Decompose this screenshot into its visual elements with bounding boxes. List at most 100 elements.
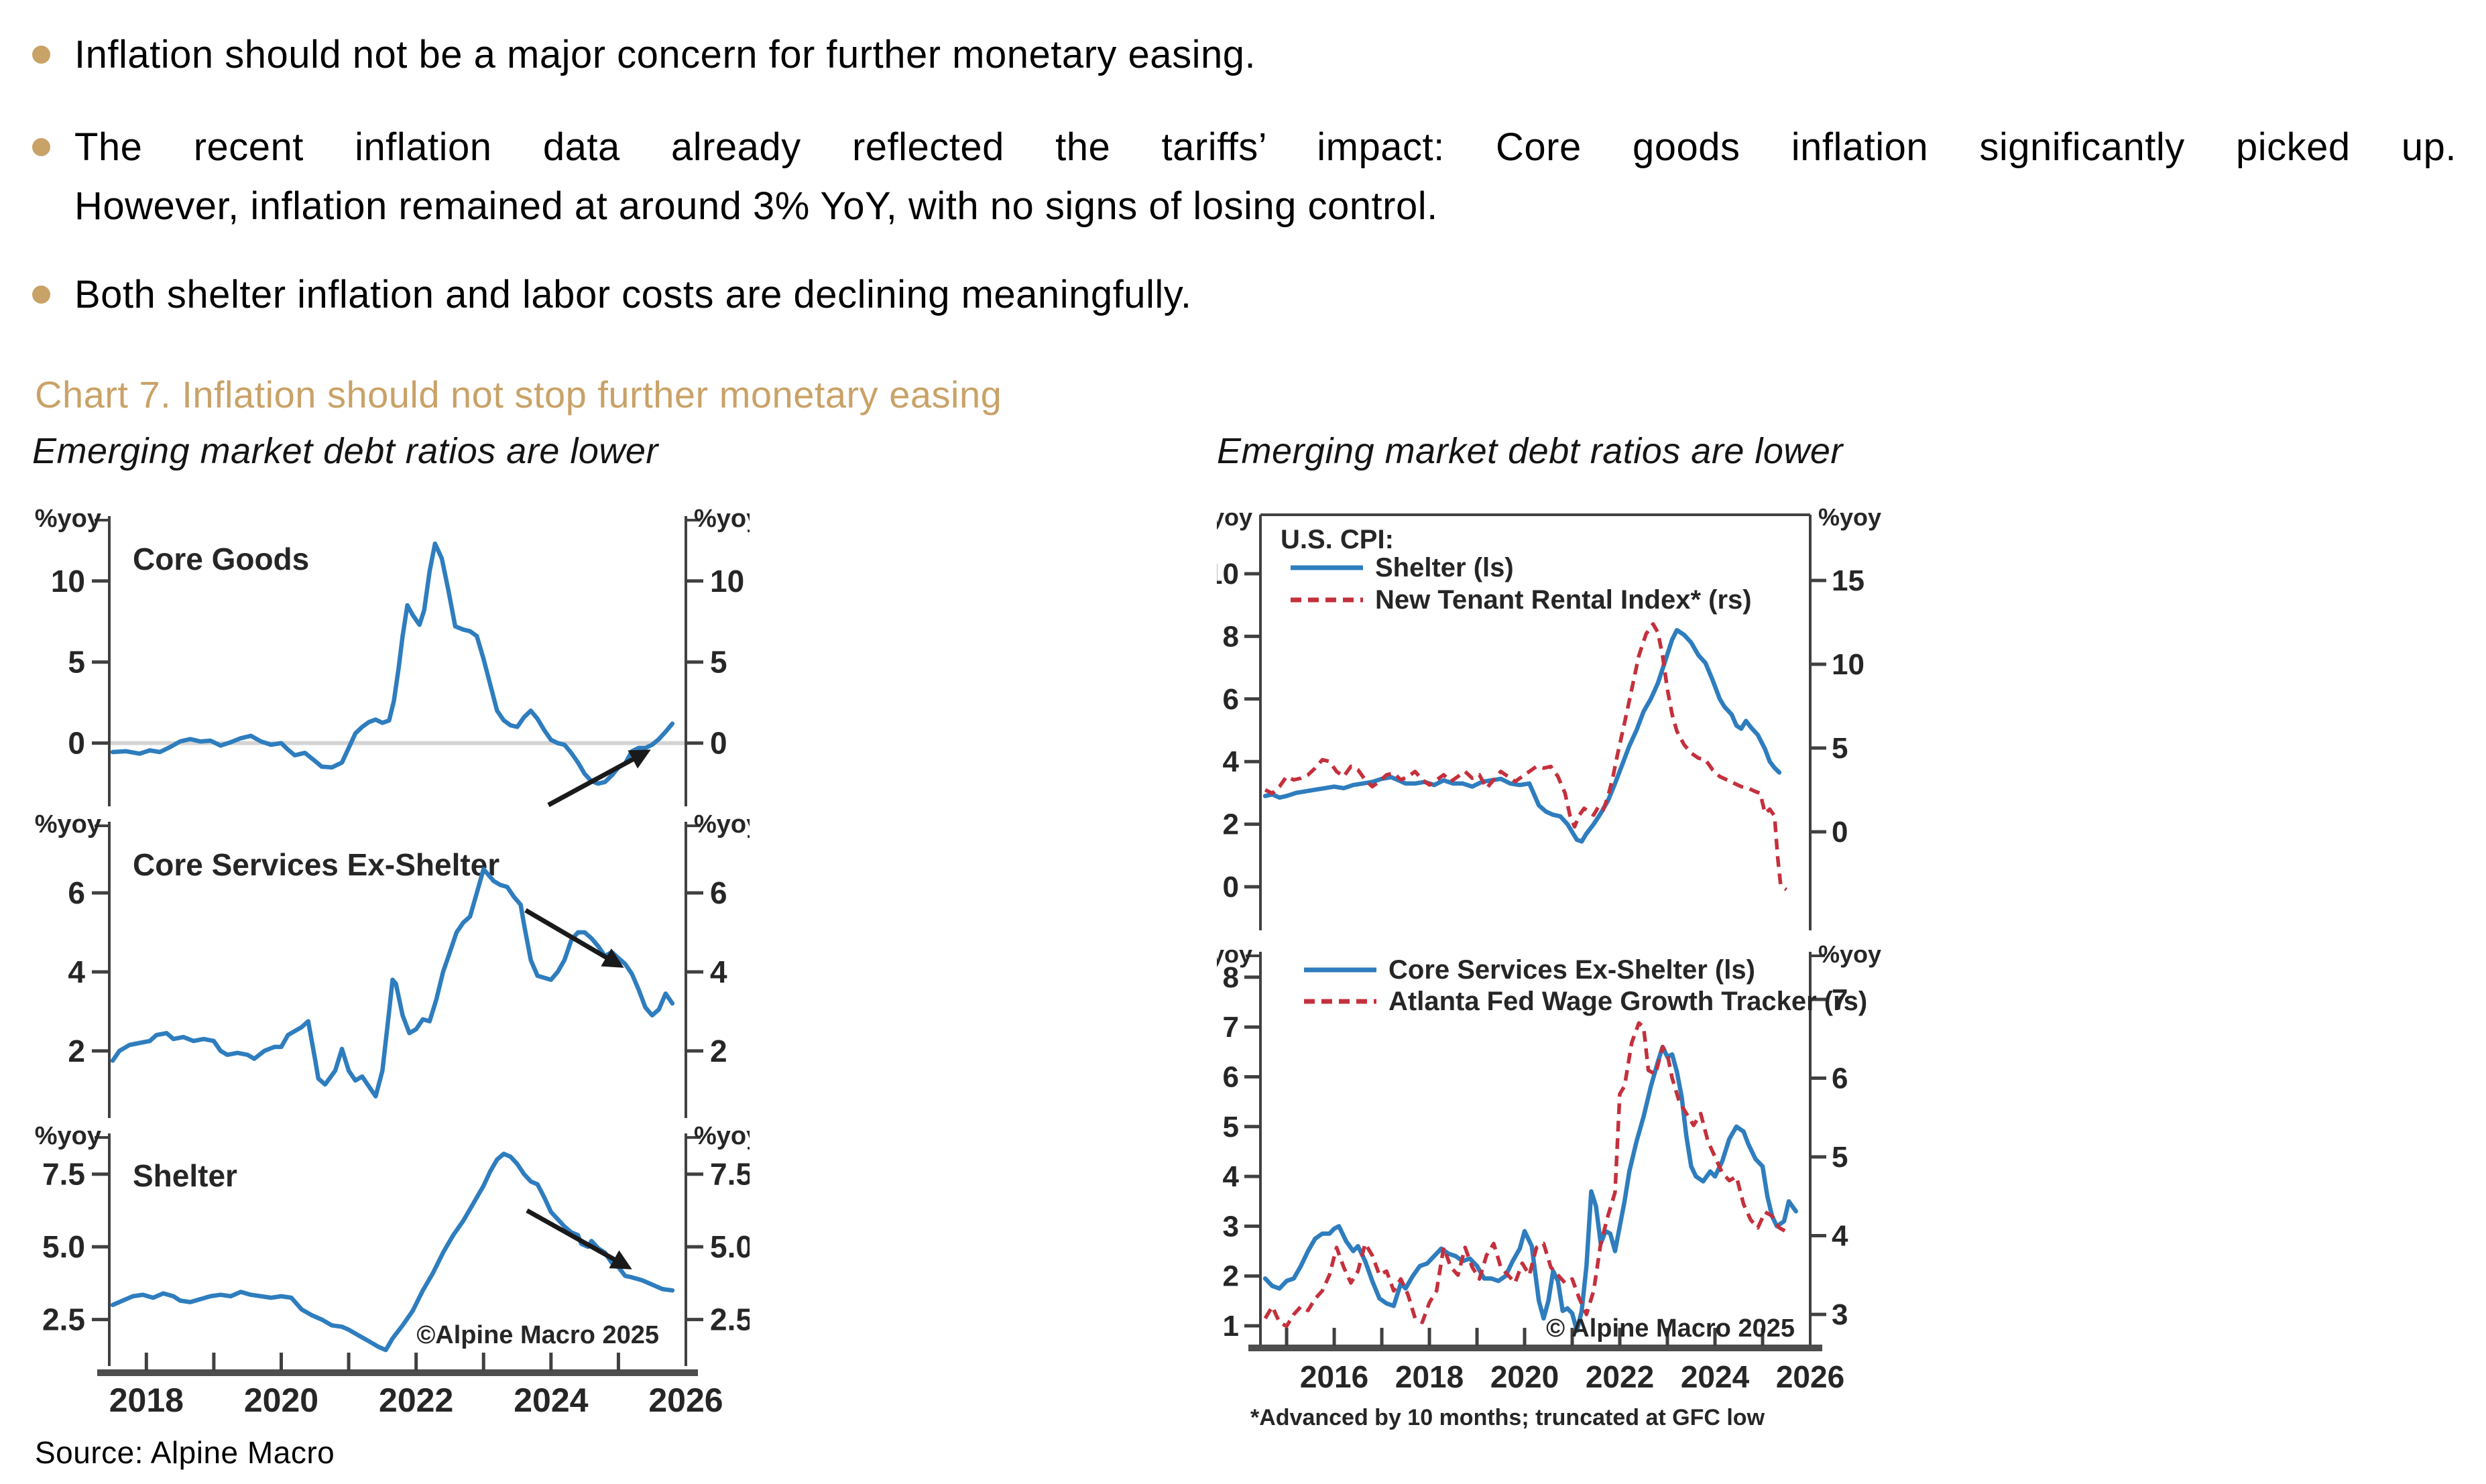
tick-label: 2 — [710, 1034, 727, 1068]
tick-label: 6 — [68, 875, 85, 910]
tick-label: 10 — [1217, 558, 1239, 591]
tick-label: 2 — [1223, 1260, 1239, 1293]
unit-label-left: %yoy — [1217, 503, 1252, 531]
tick-label: 4 — [1832, 1220, 1848, 1253]
copyright-note: ©Alpine Macro 2025 — [416, 1321, 659, 1349]
legend-title: U.S. CPI: — [1281, 525, 1394, 554]
tick-label: 0 — [710, 726, 727, 761]
legend-label: Atlanta Fed Wage Growth Tracker (rs) — [1388, 987, 1867, 1016]
tick-label: 4 — [1223, 1160, 1240, 1193]
tick-label: 7 — [1223, 1011, 1239, 1044]
tick-label: 5 — [1832, 732, 1848, 765]
x-tick-label: 2026 — [1776, 1359, 1844, 1394]
left-figure-block: Emerging market debt ratios are lower %y… — [32, 430, 761, 1430]
tick-label: 5.0 — [710, 1229, 750, 1264]
x-tick-label: 2026 — [648, 1381, 723, 1419]
x-tick-label: 2024 — [1681, 1359, 1750, 1394]
unit-label-left: %yoy — [35, 1122, 101, 1150]
tick-label: 0 — [1223, 871, 1239, 904]
legend-label: Shelter (ls) — [1375, 553, 1514, 582]
bullet-item: Inflation should not be a major concern … — [32, 25, 2457, 84]
tick-label: 2 — [1223, 808, 1239, 841]
x-tick-label: 2022 — [379, 1381, 453, 1419]
bullet-dot — [32, 286, 50, 304]
x-tick-label: 2018 — [109, 1381, 184, 1419]
x-tick-label: 2022 — [1586, 1359, 1654, 1394]
trend-arrow-down-right — [526, 1208, 632, 1270]
tick-label: 0 — [1832, 816, 1848, 849]
tick-label: 6 — [1832, 1062, 1848, 1095]
tick-label: 6 — [1223, 683, 1239, 716]
bullet-text: Inflation should not be a major concern … — [74, 25, 2457, 84]
bullet-line: Inflation should not be a major concern … — [74, 33, 1256, 76]
tick-label: 10 — [1832, 648, 1865, 681]
series-core-goods — [110, 541, 675, 786]
series-core-services-ex-shelter-ls — [1262, 1044, 1798, 1333]
bullet-text: The recent inflation data already reflec… — [74, 118, 2457, 236]
tick-label: 1 — [1223, 1310, 1239, 1343]
tick-label: 15 — [1832, 564, 1865, 597]
tick-label: 3 — [1832, 1298, 1848, 1331]
tick-label: 5.0 — [42, 1229, 85, 1264]
source-note: Source: Alpine Macro — [35, 1435, 335, 1470]
unit-label-right: %yoy — [694, 810, 750, 839]
legend-label: New Tenant Rental Index* (rs) — [1375, 585, 1752, 615]
unit-label-right: %yoy — [694, 505, 750, 533]
tick-label: 2.5 — [42, 1302, 85, 1337]
right-figure-svg: %yoy%yoy0246810051015U.S. CPI:Shelter (l… — [1189, 503, 1881, 1430]
right-chart: %yoy%yoy0246810051015U.S. CPI:Shelter (l… — [1189, 501, 1938, 1436]
right-chart-subtitle: Emerging market debt ratios are lower — [1217, 431, 1843, 471]
bullet-text: Both shelter inflation and labor costs a… — [74, 265, 2457, 324]
unit-label-left: %yoy — [35, 810, 101, 839]
bullet-line: The recent inflation data already reflec… — [74, 125, 2457, 169]
bullet-item: The recent inflation data already reflec… — [32, 118, 2457, 236]
tick-label: 7.5 — [710, 1157, 750, 1192]
tick-label: 7 — [1832, 983, 1848, 1016]
tick-label: 5 — [1832, 1141, 1848, 1174]
tick-label: 2 — [68, 1034, 85, 1068]
unit-label-right: %yoy — [1818, 940, 1881, 968]
x-tick-label: 2020 — [244, 1381, 318, 1419]
tick-label: 5 — [1223, 1111, 1239, 1143]
x-tick-label: 2018 — [1395, 1359, 1464, 1394]
chart-title: Chart 7. Inflation should not stop furth… — [35, 373, 1002, 416]
x-tick-label: 2020 — [1490, 1359, 1559, 1394]
left-chart-subtitle: Emerging market debt ratios are lower — [32, 431, 658, 471]
tick-label: 6 — [1223, 1061, 1239, 1094]
tick-label: 5 — [710, 645, 727, 680]
copyright-note: © Alpine Macro 2025 — [1546, 1314, 1795, 1343]
trend-arrow-up-right — [547, 749, 651, 808]
bullet-dot — [32, 46, 50, 64]
unit-label-right: %yoy — [694, 1122, 750, 1150]
right-figure-block: Emerging market debt ratios are lower %y… — [1189, 430, 1938, 1436]
tick-label: 7.5 — [42, 1157, 85, 1192]
tick-label: 10 — [51, 564, 85, 599]
tick-label: 8 — [1223, 961, 1239, 994]
unit-label-right: %yoy — [1818, 503, 1881, 531]
bullet-dot — [32, 138, 50, 156]
series-new-tenant-rental-index-rs — [1264, 622, 1788, 891]
tick-label: 8 — [1223, 620, 1239, 653]
panel-title: Core Services Ex-Shelter — [133, 847, 499, 882]
tick-label: 0 — [68, 726, 85, 761]
panel-title: Core Goods — [133, 542, 309, 576]
left-chart: %yoy %yoy 10 10 5 5 0 0 Core Goods %yoy %yoy 6 6 4 4 2 2… — [32, 501, 761, 1430]
tick-label: 4 — [68, 954, 85, 989]
tick-label: 6 — [710, 875, 727, 910]
bullet-line: Both shelter inflation and labor costs a… — [74, 273, 1192, 316]
tick-label: 5 — [68, 645, 85, 680]
series-core-services-ex-shelter — [110, 867, 675, 1099]
left-figure-svg: %yoy %yoy 10 10 5 5 0 0 Core Goods %yoy %yoy 6 6 4 4 2 2… — [35, 505, 761, 1419]
x-tick-label: 2024 — [514, 1381, 588, 1419]
bullet-line: However, inflation remained at around 3%… — [74, 184, 1438, 229]
bullet-item: Both shelter inflation and labor costs a… — [32, 265, 2457, 324]
series-shelter-ls — [1262, 627, 1782, 844]
x-tick-label: 2016 — [1300, 1359, 1368, 1394]
tick-label: 3 — [1223, 1210, 1239, 1243]
tick-label: 10 — [710, 564, 744, 599]
trend-arrow-down-right — [524, 908, 624, 968]
panel-title: Shelter — [133, 1158, 237, 1193]
legend-label: Core Services Ex-Shelter (ls) — [1388, 955, 1755, 985]
unit-label-left: %yoy — [35, 505, 101, 533]
tick-label: 2.5 — [710, 1302, 750, 1337]
